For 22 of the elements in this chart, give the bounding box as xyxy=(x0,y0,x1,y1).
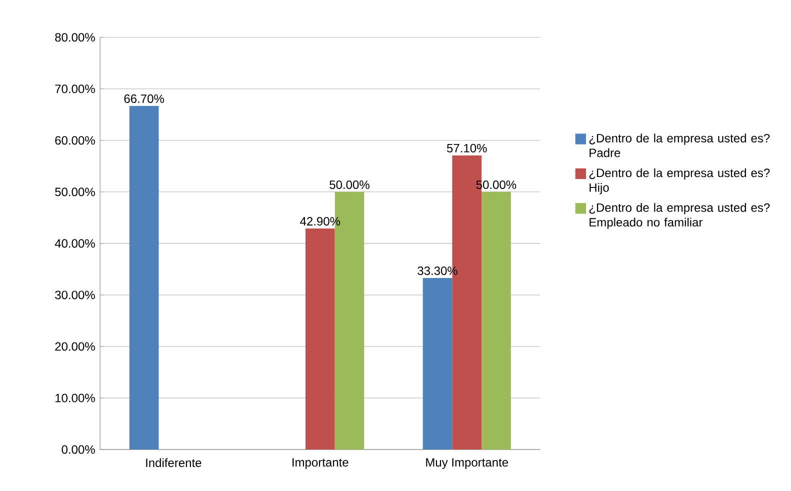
y-tick-label: 50.00% xyxy=(55,188,95,196)
legend-label: ¿Dentro de la empresa usted es? Empleado no familiar xyxy=(589,203,770,229)
x-tick-label: Indiferente xyxy=(146,458,202,468)
data-label: 66.70% xyxy=(124,94,164,104)
y-tick-label: 30.00% xyxy=(55,290,95,300)
x-tick-label: Muy Importante xyxy=(426,458,508,470)
y-tick-label: 0.00% xyxy=(62,445,95,454)
x-tick-label: Importante xyxy=(292,458,348,470)
data-label: 57.10% xyxy=(446,144,487,152)
legend-label: ¿Dentro de la empresa usted es? Hijo xyxy=(589,168,770,194)
bar xyxy=(305,228,335,450)
bar xyxy=(482,192,511,450)
y-tick-label: 10.00% xyxy=(56,394,95,402)
legend-label: ¿Dentro de la empresa usted es? Padre xyxy=(589,134,770,158)
y-tick-label: 20.00% xyxy=(55,342,95,351)
y-tick-label: 80.00% xyxy=(55,33,95,42)
y-tick-label: 40.00% xyxy=(54,239,95,248)
bar xyxy=(129,106,159,450)
y-tick-label: 60.00% xyxy=(55,136,95,145)
bar xyxy=(422,278,452,450)
data-label: 50.00% xyxy=(330,180,370,190)
y-tick-label: 70.00% xyxy=(55,84,95,94)
